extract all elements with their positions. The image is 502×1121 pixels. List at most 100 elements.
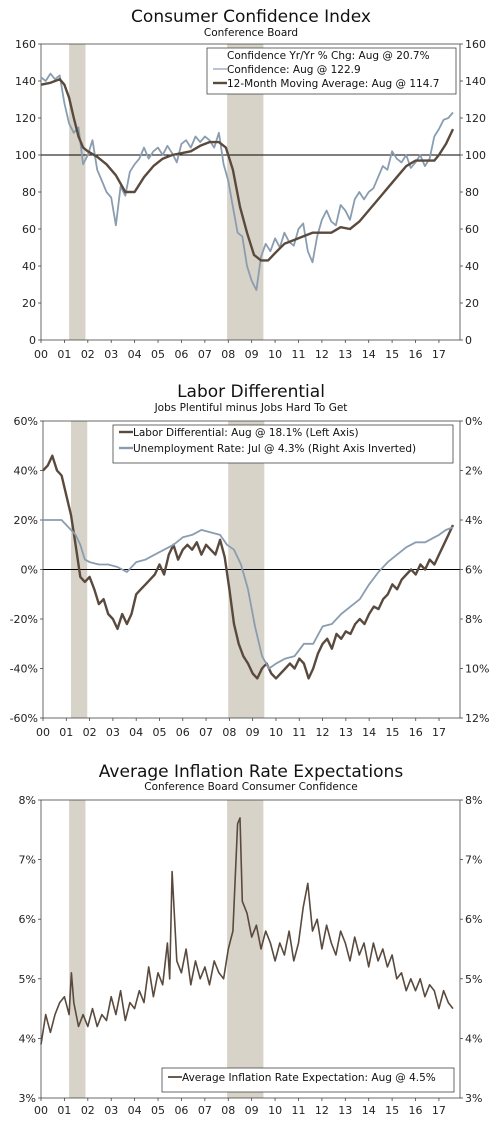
legend-entry: Unemployment Rate: Jul @ 4.3% (Right Axi… <box>133 443 416 455</box>
series-line-0 <box>40 72 454 292</box>
y-tick-label: -60% <box>10 712 38 725</box>
x-tick-label: 09 <box>246 726 260 739</box>
x-tick-label: 14 <box>362 348 376 361</box>
y2-tick-label: 160 <box>465 38 486 51</box>
x-tick-label: 17 <box>432 726 446 739</box>
y2-tick-label: 120 <box>465 112 486 125</box>
y2-tick-label: 80 <box>465 186 479 199</box>
x-tick-label: 08 <box>221 348 235 361</box>
chart-title: Consumer Confidence Index <box>131 7 371 27</box>
y2-tick-label: 100 <box>465 149 486 162</box>
x-tick-label: 12 <box>315 1104 329 1117</box>
x-tick-label: 06 <box>176 726 190 739</box>
y-tick-label: 4% <box>19 1032 36 1045</box>
y-tick-label: 6% <box>19 913 36 926</box>
x-tick-label: 12 <box>315 348 329 361</box>
x-tick-label: 02 <box>81 348 95 361</box>
y2-tick-label: 2% <box>465 465 482 478</box>
x-tick-label: 07 <box>198 348 212 361</box>
x-tick-label: 10 <box>269 726 283 739</box>
series-line-1 <box>40 77 455 262</box>
legend-box <box>112 424 454 464</box>
x-tick-label: 12 <box>316 726 330 739</box>
legend-entry: Confidence: Aug @ 122.9 <box>227 64 361 76</box>
x-tick-label: 11 <box>292 726 306 739</box>
x-tick-label: 04 <box>129 726 143 739</box>
x-tick-label: 01 <box>57 1104 71 1117</box>
y-tick-label: 20% <box>14 514 38 527</box>
x-tick-label: 00 <box>34 1104 48 1117</box>
y2-tick-label: 6% <box>465 564 482 577</box>
y-tick-label: 7% <box>19 854 36 867</box>
plot-frame <box>40 799 461 1099</box>
x-tick-label: 14 <box>362 726 376 739</box>
y2-tick-label: 0 <box>465 334 472 347</box>
x-tick-label: 14 <box>362 1104 376 1117</box>
x-tick-label: 02 <box>81 1104 95 1117</box>
y-tick-label: 0% <box>21 564 38 577</box>
y-tick-label: 140 <box>15 75 36 88</box>
y-tick-label: 160 <box>15 38 36 51</box>
y2-tick-label: 6% <box>465 913 482 926</box>
x-tick-label: 04 <box>128 348 142 361</box>
y2-tick-label: 8% <box>465 794 482 807</box>
x-tick-label: 03 <box>104 348 118 361</box>
y-tick-label: 100 <box>15 149 36 162</box>
y2-tick-label: 4% <box>465 514 482 527</box>
y-tick-label: 8% <box>19 794 36 807</box>
y2-tick-label: 4% <box>465 1032 482 1045</box>
x-tick-label: 17 <box>432 348 446 361</box>
y-tick-label: 60 <box>22 223 36 236</box>
y2-tick-label: 5% <box>465 973 482 986</box>
y2-tick-label: 0% <box>465 415 482 428</box>
y2-tick-label: 12% <box>465 712 489 725</box>
x-tick-label: 00 <box>34 348 48 361</box>
y-tick-label: 40 <box>22 260 36 273</box>
legend-entry: Average Inflation Rate Expectation: Aug … <box>182 1072 436 1084</box>
x-tick-label: 16 <box>409 1104 423 1117</box>
x-tick-label: 07 <box>199 726 213 739</box>
chart-average-inflation-rate-expectations: Average Inflation Rate ExpectationsConfe… <box>19 762 483 1117</box>
y-tick-label: -20% <box>10 613 38 626</box>
x-tick-label: 05 <box>151 1104 165 1117</box>
x-tick-label: 17 <box>432 1104 446 1117</box>
series-line-0 <box>40 817 454 1045</box>
x-tick-label: 09 <box>245 1104 259 1117</box>
chart-title: Labor Differential <box>177 382 325 402</box>
chart-subtitle: Conference Board Consumer Confidence <box>144 781 357 793</box>
x-tick-label: 11 <box>291 1104 305 1117</box>
legend-box <box>161 1067 455 1093</box>
legend-entry: Confidence Yr/Yr % Chg: Aug @ 20.7% <box>227 50 430 62</box>
y2-tick-label: 7% <box>465 854 482 867</box>
y2-tick-label: 40 <box>465 260 479 273</box>
x-tick-label: 10 <box>268 348 282 361</box>
x-tick-label: 08 <box>221 1104 235 1117</box>
x-tick-label: 15 <box>385 726 399 739</box>
x-tick-label: 08 <box>222 726 236 739</box>
x-tick-label: 15 <box>385 348 399 361</box>
y2-tick-label: 60 <box>465 223 479 236</box>
y2-tick-label: 20 <box>465 297 479 310</box>
x-tick-label: 02 <box>83 726 97 739</box>
legend-entry: 12-Month Moving Average: Aug @ 114.7 <box>227 78 439 90</box>
x-tick-label: 13 <box>338 348 352 361</box>
x-tick-label: 06 <box>174 1104 188 1117</box>
x-tick-label: 15 <box>385 1104 399 1117</box>
y2-tick-label: 8% <box>465 613 482 626</box>
y-tick-label: 0 <box>29 334 36 347</box>
x-tick-label: 07 <box>198 1104 212 1117</box>
x-tick-label: 09 <box>245 348 259 361</box>
y2-tick-label: 10% <box>465 663 489 676</box>
y-tick-label: 120 <box>15 112 36 125</box>
x-tick-label: 13 <box>339 726 353 739</box>
x-tick-label: 01 <box>57 348 71 361</box>
x-tick-label: 05 <box>151 348 165 361</box>
recession-band <box>227 800 264 1098</box>
legend-entry: Labor Differential: Aug @ 18.1% (Left Ax… <box>133 427 359 439</box>
legend-box <box>206 47 457 95</box>
y2-tick-label: 140 <box>465 75 486 88</box>
x-tick-label: 05 <box>152 726 166 739</box>
